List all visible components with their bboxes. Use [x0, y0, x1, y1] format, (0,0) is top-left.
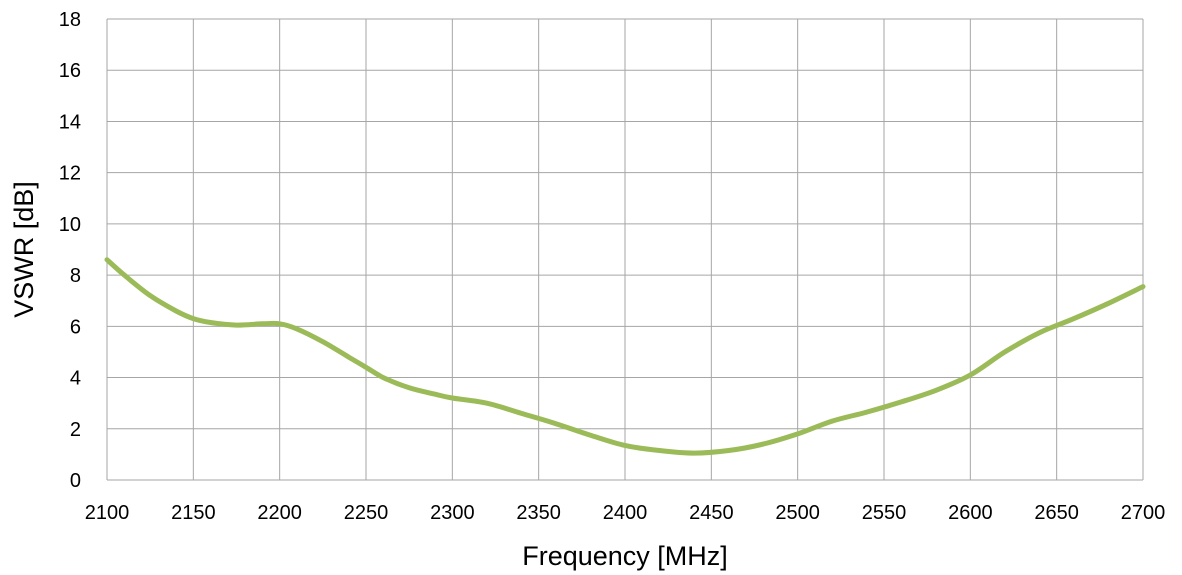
y-tick-label: 16	[59, 60, 81, 82]
x-tick-label: 2100	[85, 502, 130, 524]
x-tick-label: 2200	[257, 502, 302, 524]
x-tick-label: 2300	[430, 502, 475, 524]
x-axis-title: Frequency [MHz]	[522, 541, 728, 571]
x-tick-label: 2550	[862, 502, 907, 524]
x-tick-label: 2250	[344, 502, 389, 524]
vswr-series-line	[104, 257, 1146, 456]
y-tick-label: 14	[59, 111, 81, 133]
y-tick-label: 18	[59, 9, 81, 31]
x-tick-label: 2650	[1034, 502, 1079, 524]
y-tick-label: 12	[59, 163, 81, 185]
x-tick-label: 2450	[689, 502, 734, 524]
y-tick-label: 8	[70, 265, 81, 287]
y-tick-labels: 0 2 4 6 8 10 12 14 16 18	[59, 9, 81, 492]
y-tick-label: 4	[70, 368, 81, 390]
y-tick-label: 2	[70, 419, 81, 441]
y-tick-label: 0	[70, 470, 81, 492]
x-tick-label: 2150	[171, 502, 216, 524]
x-tick-label: 2400	[603, 502, 648, 524]
y-tick-label: 6	[70, 316, 81, 338]
x-tick-label: 2350	[516, 502, 561, 524]
y-axis-title: VSWR [dB]	[9, 181, 39, 318]
grid	[106, 18, 1144, 481]
y-tick-label: 10	[59, 214, 81, 236]
x-tick-label: 2600	[948, 502, 993, 524]
x-tick-labels: 2100 2150 2200 2250 2300 2350 2400 2450 2500 2550…	[85, 502, 1166, 524]
series-group	[104, 257, 1146, 456]
x-tick-label: 2500	[775, 502, 820, 524]
x-tick-label: 2700	[1121, 502, 1166, 524]
